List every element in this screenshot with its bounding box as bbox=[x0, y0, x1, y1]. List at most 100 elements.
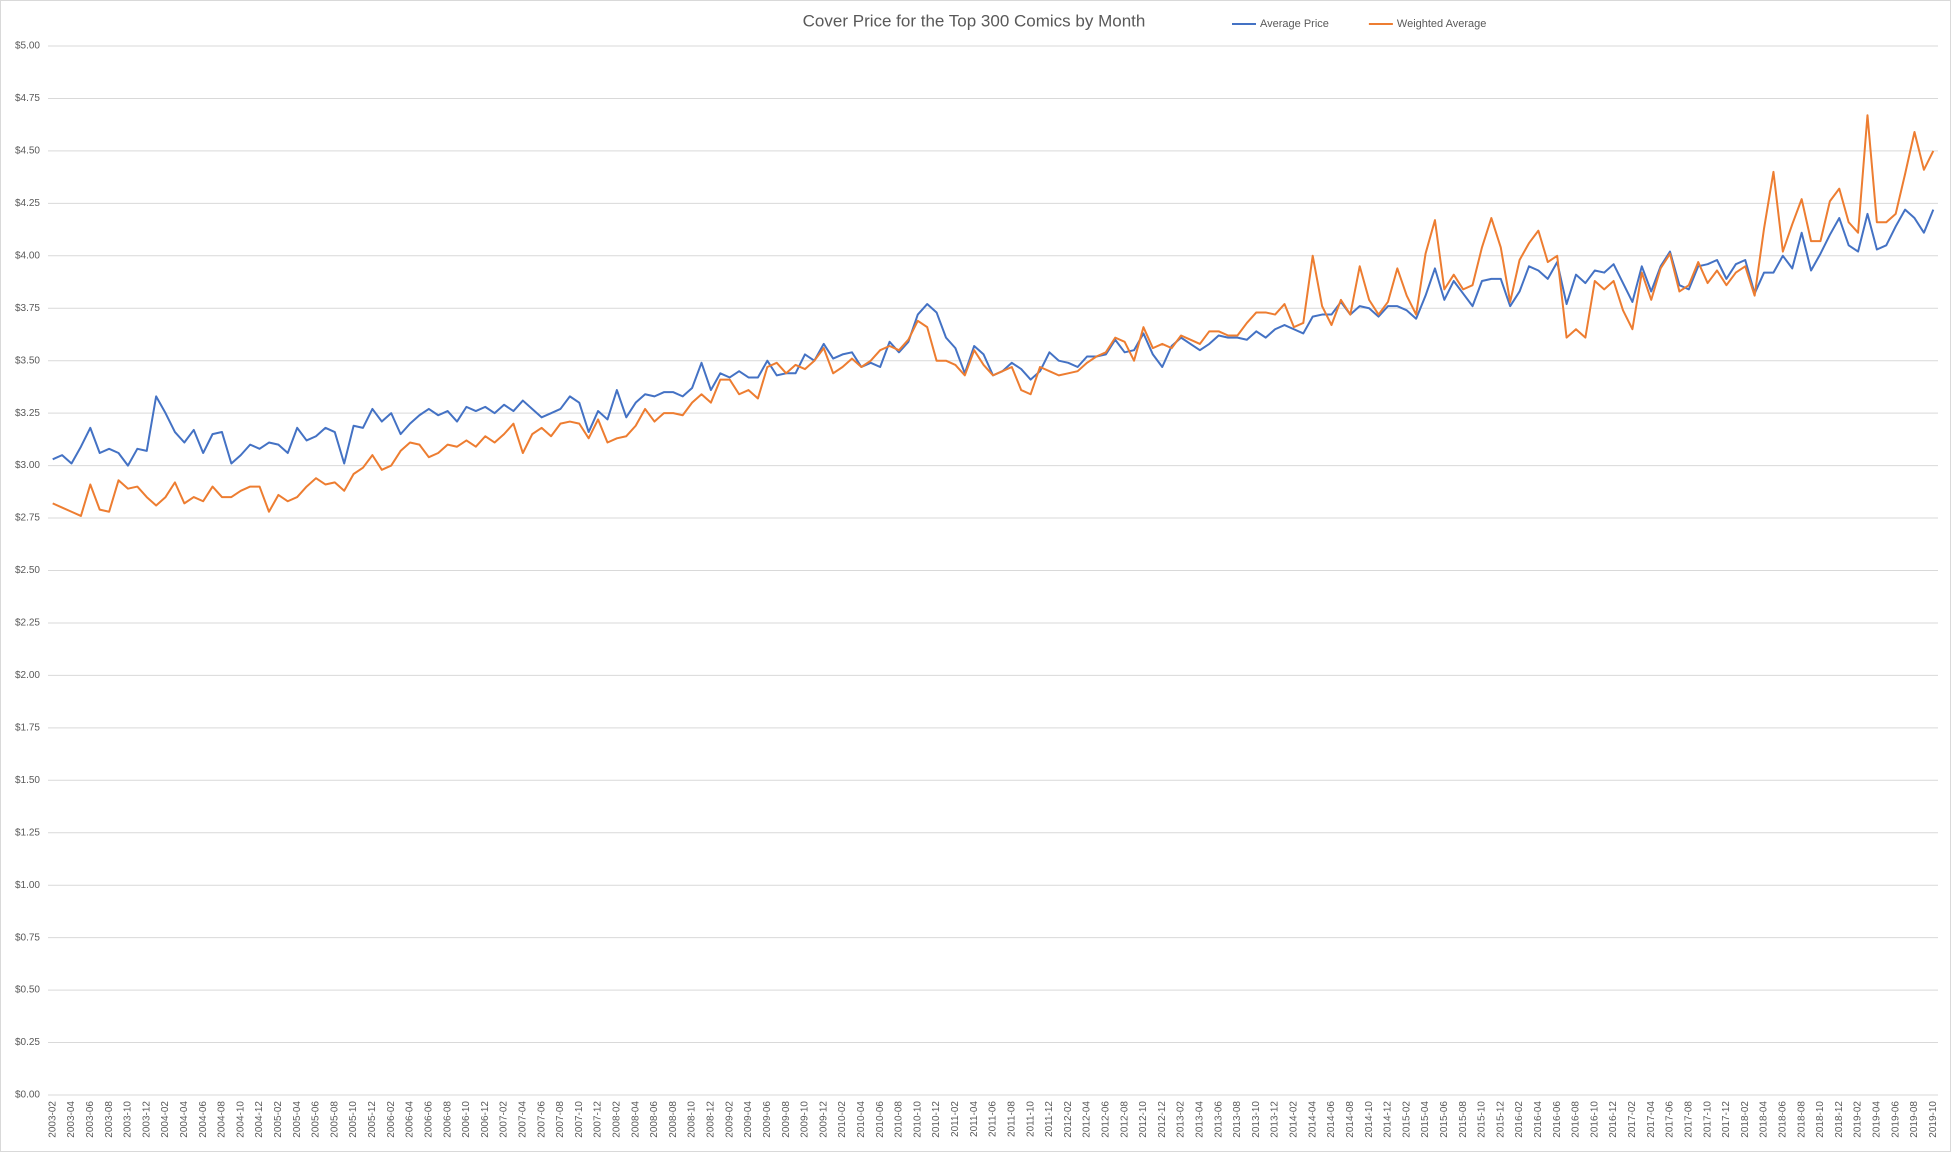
y-tick-label: $3.75 bbox=[15, 303, 40, 314]
x-tick-label: 2009-12 bbox=[818, 1101, 829, 1138]
x-tick-label: 2014-10 bbox=[1364, 1101, 1375, 1138]
x-tick-label: 2003-06 bbox=[85, 1101, 96, 1138]
x-tick-label: 2009-10 bbox=[800, 1101, 811, 1138]
x-tick-label: 2017-08 bbox=[1683, 1101, 1694, 1138]
x-tick-label: 2018-06 bbox=[1777, 1101, 1788, 1138]
y-tick-label: $0.00 bbox=[15, 1090, 40, 1101]
x-tick-label: 2005-10 bbox=[348, 1101, 359, 1138]
x-tick-label: 2004-10 bbox=[235, 1101, 246, 1138]
x-tick-label: 2017-02 bbox=[1627, 1101, 1638, 1138]
x-tick-label: 2004-08 bbox=[217, 1101, 228, 1138]
y-tick-label: $1.75 bbox=[15, 722, 40, 733]
x-tick-label: 2014-12 bbox=[1383, 1101, 1394, 1138]
x-tick-label: 2003-04 bbox=[66, 1101, 77, 1138]
x-tick-label: 2004-02 bbox=[160, 1101, 171, 1138]
y-tick-label: $2.50 bbox=[15, 565, 40, 576]
legend-label: Average Price bbox=[1260, 18, 1329, 30]
x-tick-label: 2009-06 bbox=[762, 1101, 773, 1138]
x-tick-label: 2014-02 bbox=[1289, 1101, 1300, 1138]
y-tick-label: $1.25 bbox=[15, 827, 40, 838]
x-tick-label: 2004-12 bbox=[254, 1101, 265, 1138]
legend-label: Weighted Average bbox=[1397, 18, 1487, 30]
x-tick-label: 2006-12 bbox=[480, 1101, 491, 1138]
y-tick-label: $4.25 bbox=[15, 198, 40, 209]
x-tick-label: 2013-02 bbox=[1176, 1101, 1187, 1138]
x-tick-label: 2006-02 bbox=[386, 1101, 397, 1138]
x-tick-label: 2016-06 bbox=[1552, 1101, 1563, 1138]
x-tick-label: 2018-04 bbox=[1759, 1101, 1770, 1138]
x-tick-label: 2013-04 bbox=[1195, 1101, 1206, 1138]
x-tick-label: 2014-08 bbox=[1345, 1101, 1356, 1138]
y-tick-label: $3.50 bbox=[15, 355, 40, 366]
x-tick-label: 2007-10 bbox=[574, 1101, 585, 1138]
x-tick-label: 2007-06 bbox=[536, 1101, 547, 1138]
x-tick-label: 2013-08 bbox=[1232, 1101, 1243, 1138]
x-tick-label: 2009-08 bbox=[781, 1101, 792, 1138]
x-tick-label: 2017-12 bbox=[1721, 1101, 1732, 1138]
x-tick-label: 2007-08 bbox=[555, 1101, 566, 1138]
x-tick-label: 2019-02 bbox=[1853, 1101, 1864, 1138]
y-tick-label: $2.25 bbox=[15, 618, 40, 629]
x-tick-label: 2010-02 bbox=[837, 1101, 848, 1138]
x-tick-label: 2011-02 bbox=[950, 1101, 961, 1137]
x-tick-label: 2016-08 bbox=[1571, 1101, 1582, 1138]
x-tick-label: 2018-12 bbox=[1834, 1101, 1845, 1138]
x-tick-label: 2016-04 bbox=[1533, 1101, 1544, 1138]
x-tick-label: 2010-04 bbox=[856, 1101, 867, 1138]
x-tick-label: 2005-04 bbox=[292, 1101, 303, 1138]
x-tick-label: 2010-12 bbox=[931, 1101, 942, 1138]
y-tick-label: $2.75 bbox=[15, 513, 40, 524]
x-tick-label: 2016-02 bbox=[1514, 1101, 1525, 1138]
x-tick-label: 2018-10 bbox=[1815, 1101, 1826, 1138]
x-tick-label: 2017-06 bbox=[1665, 1101, 1676, 1138]
y-tick-label: $4.50 bbox=[15, 146, 40, 157]
y-tick-label: $5.00 bbox=[15, 41, 40, 52]
x-tick-label: 2017-10 bbox=[1702, 1101, 1713, 1138]
x-tick-label: 2005-02 bbox=[273, 1101, 284, 1138]
x-tick-label: 2019-06 bbox=[1890, 1101, 1901, 1138]
x-tick-label: 2019-10 bbox=[1928, 1101, 1939, 1138]
x-tick-label: 2014-06 bbox=[1326, 1101, 1337, 1138]
x-tick-label: 2016-12 bbox=[1608, 1101, 1619, 1138]
x-tick-label: 2010-06 bbox=[875, 1101, 886, 1138]
x-tick-label: 2007-04 bbox=[517, 1101, 528, 1138]
y-tick-label: $4.75 bbox=[15, 93, 40, 104]
x-tick-label: 2015-12 bbox=[1495, 1101, 1506, 1138]
x-tick-label: 2009-02 bbox=[724, 1101, 735, 1138]
x-tick-label: 2004-06 bbox=[198, 1101, 209, 1138]
x-tick-label: 2011-12 bbox=[1044, 1101, 1055, 1137]
x-tick-label: 2008-02 bbox=[612, 1101, 623, 1138]
x-tick-label: 2003-12 bbox=[141, 1101, 152, 1138]
x-tick-label: 2015-10 bbox=[1477, 1101, 1488, 1138]
x-tick-label: 2008-12 bbox=[706, 1101, 717, 1138]
x-tick-label: 2015-02 bbox=[1401, 1101, 1412, 1138]
x-tick-label: 2008-04 bbox=[630, 1101, 641, 1138]
x-tick-label: 2010-08 bbox=[894, 1101, 905, 1138]
x-tick-label: 2017-04 bbox=[1646, 1101, 1657, 1138]
x-tick-label: 2004-04 bbox=[179, 1101, 190, 1138]
x-tick-label: 2013-12 bbox=[1270, 1101, 1281, 1138]
x-tick-label: 2008-06 bbox=[649, 1101, 660, 1138]
x-tick-label: 2014-04 bbox=[1307, 1101, 1318, 1138]
x-tick-label: 2011-08 bbox=[1006, 1101, 1017, 1137]
y-tick-label: $2.00 bbox=[15, 670, 40, 681]
x-tick-label: 2018-08 bbox=[1796, 1101, 1807, 1138]
x-tick-label: 2003-10 bbox=[123, 1101, 134, 1138]
y-tick-label: $3.00 bbox=[15, 460, 40, 471]
x-tick-label: 2012-12 bbox=[1157, 1101, 1168, 1138]
x-tick-label: 2006-04 bbox=[405, 1101, 416, 1138]
x-tick-label: 2007-12 bbox=[593, 1101, 604, 1138]
x-tick-label: 2011-06 bbox=[988, 1101, 999, 1137]
x-tick-label: 2003-08 bbox=[104, 1101, 115, 1138]
y-tick-label: $0.75 bbox=[15, 932, 40, 943]
x-tick-label: 2012-10 bbox=[1138, 1101, 1149, 1138]
x-tick-label: 2011-04 bbox=[969, 1101, 980, 1137]
x-tick-label: 2011-10 bbox=[1025, 1101, 1036, 1137]
x-tick-label: 2005-08 bbox=[329, 1101, 340, 1138]
x-tick-label: 2012-06 bbox=[1100, 1101, 1111, 1138]
x-tick-label: 2015-06 bbox=[1439, 1101, 1450, 1138]
x-tick-label: 2009-04 bbox=[743, 1101, 754, 1138]
x-tick-label: 2019-08 bbox=[1909, 1101, 1920, 1138]
